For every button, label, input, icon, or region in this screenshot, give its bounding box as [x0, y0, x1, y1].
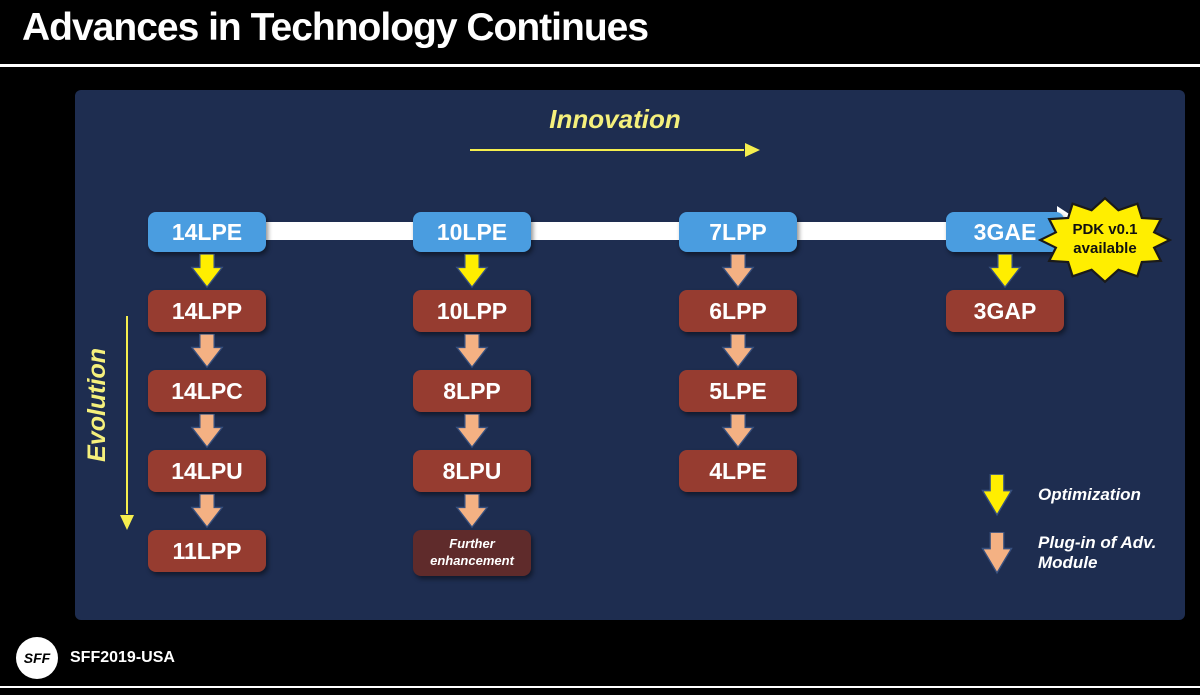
- burst-icon: [1038, 196, 1172, 284]
- title-underline: [0, 64, 1200, 67]
- roadmap-column-14lpe: 14LPE 14LPP 14LPC 14LPU 11LPP: [148, 212, 266, 572]
- evolution-axis-label: Evolution: [83, 348, 111, 462]
- evolution-down-arrow-icon: [119, 316, 135, 530]
- legend-row-optimization: Optimization: [980, 472, 1158, 518]
- down-arrow-icon: [722, 254, 754, 288]
- legend-row-plugin: Plug-in of Adv. Module: [980, 530, 1158, 576]
- down-arrow-icon: [722, 414, 754, 448]
- innovation-right-arrow-icon: [470, 142, 760, 158]
- tech-node: 6LPP: [679, 290, 797, 332]
- arrow-head: [745, 143, 760, 157]
- roadmap-column-7lpp: 7LPP 6LPP 5LPE 4LPE: [679, 212, 797, 492]
- down-arrow-icon: [456, 334, 488, 368]
- pdk-badge-label: PDK v0.1 available: [1072, 221, 1138, 257]
- tech-node-head: 10LPE: [413, 212, 531, 252]
- legend-label: Optimization: [1038, 484, 1141, 504]
- tech-node: 3GAP: [946, 290, 1064, 332]
- page-title: Advances in Technology Continues: [22, 6, 649, 49]
- enhancement-note: Further enhancement: [413, 530, 531, 576]
- pdk-badge: PDK v0.1 available: [1038, 196, 1172, 284]
- sff-logo: SFF: [16, 637, 58, 679]
- arrow-line: [470, 149, 744, 151]
- down-arrow-icon: [191, 414, 223, 448]
- down-arrow-icon: [456, 254, 488, 288]
- tech-node: 11LPP: [148, 530, 266, 572]
- tech-node: 14LPU: [148, 450, 266, 492]
- bottom-border-line: [0, 686, 1200, 688]
- tech-node: 5LPE: [679, 370, 797, 412]
- down-arrow-icon: [191, 494, 223, 528]
- timeline-bar: [203, 222, 1059, 240]
- roadmap-column-3gae: 3GAE 3GAP: [946, 212, 1064, 332]
- arrow-head: [120, 515, 134, 530]
- arrow-line: [126, 316, 128, 514]
- tech-node-head: 7LPP: [679, 212, 797, 252]
- yellow-down-arrow-icon: [981, 474, 1013, 516]
- tech-node: 10LPP: [413, 290, 531, 332]
- legend: Optimization Plug-in of Adv. Module: [980, 472, 1158, 576]
- roadmap-panel: Innovation Evolution 14LPE 14LPP 14LPC 1…: [75, 90, 1185, 620]
- tech-node-head: 3GAE: [946, 212, 1064, 252]
- tech-node: 14LPC: [148, 370, 266, 412]
- tech-node: 8LPU: [413, 450, 531, 492]
- roadmap-column-10lpe: 10LPE 10LPP 8LPP 8LPU Further enhancemen…: [413, 212, 531, 576]
- tech-node-head: 14LPE: [148, 212, 266, 252]
- down-arrow-icon: [191, 254, 223, 288]
- innovation-axis-label: Innovation: [549, 104, 681, 134]
- down-arrow-icon: [989, 254, 1021, 288]
- down-arrow-icon: [191, 334, 223, 368]
- down-arrow-icon: [456, 414, 488, 448]
- down-arrow-icon: [722, 334, 754, 368]
- tech-node: 4LPE: [679, 450, 797, 492]
- orange-down-arrow-icon: [981, 532, 1013, 574]
- legend-label: Plug-in of Adv. Module: [1038, 532, 1157, 572]
- down-arrow-icon: [456, 494, 488, 528]
- tech-node: 14LPP: [148, 290, 266, 332]
- footer-event-label: SFF2019-USA: [70, 649, 175, 666]
- tech-node: 8LPP: [413, 370, 531, 412]
